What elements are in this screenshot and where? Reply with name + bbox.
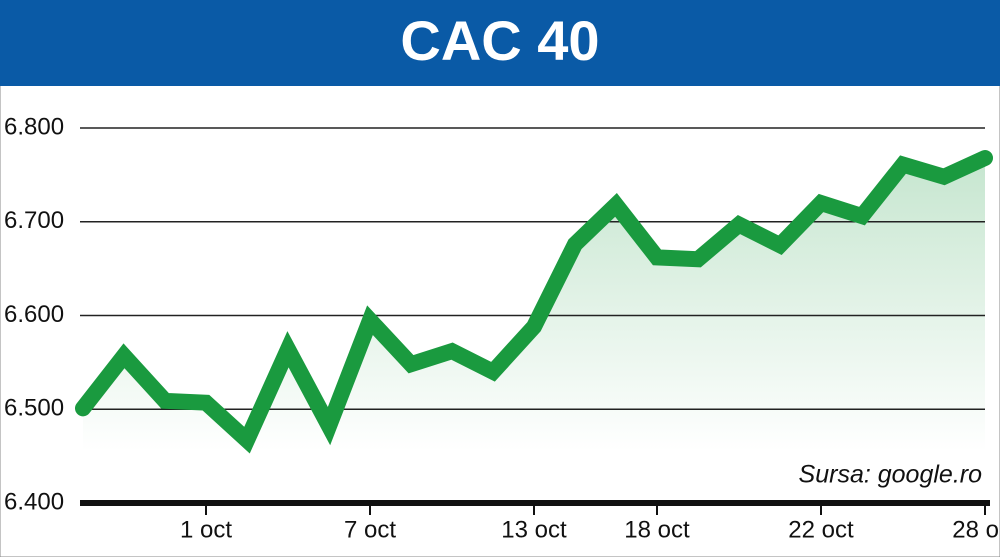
y-tick-label: 6.500: [4, 395, 64, 422]
chart-title: CAC 40: [400, 9, 599, 72]
y-tick-label: 6.600: [4, 301, 64, 328]
line: [75, 150, 993, 454]
x-tick-label: 13 oct: [501, 516, 567, 543]
x-tick-label: 22 oct: [788, 516, 854, 543]
y-tick-label: 6.700: [4, 207, 64, 234]
x-tick-label: 7 oct: [344, 516, 396, 543]
x-tick-label: 28 oct: [952, 516, 1000, 543]
x-tick-label: 1 oct: [180, 516, 232, 543]
y-tick-label: 6.800: [4, 113, 64, 140]
header: [0, 0, 1000, 86]
y-tick-label: 6.400: [4, 488, 64, 515]
annotation: Sursa: google.ro: [799, 461, 983, 489]
x-tick-label: 18 oct: [624, 516, 690, 543]
